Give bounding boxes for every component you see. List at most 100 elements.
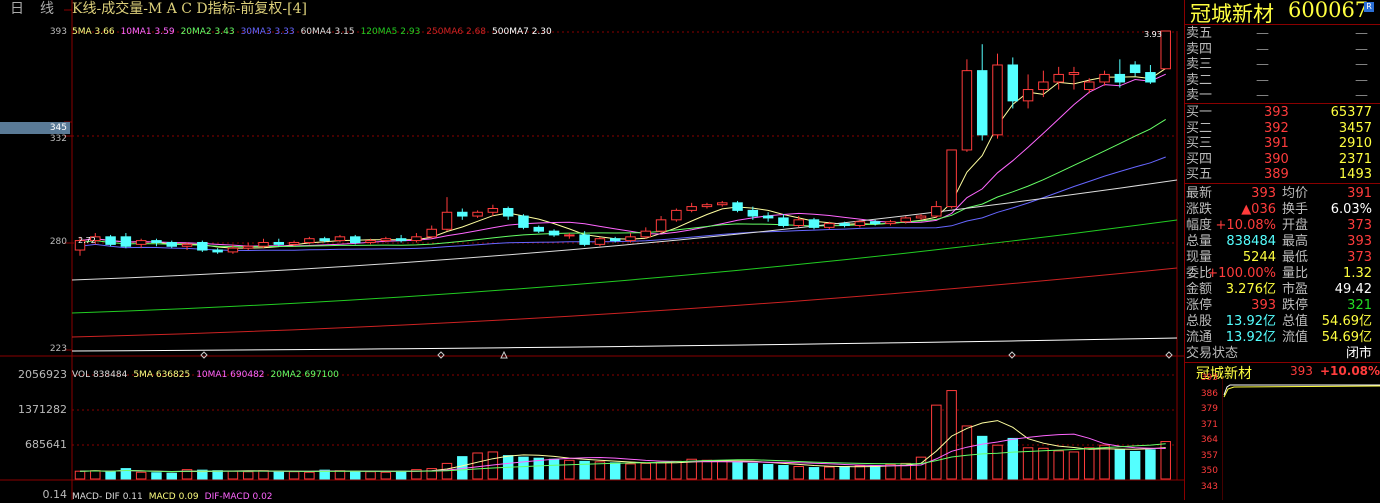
stat-row[interactable]: 总股 13.92亿 总值 54.69亿 bbox=[1184, 314, 1376, 329]
stat-label: 量比 bbox=[1282, 266, 1309, 281]
ma-legend-item: 20MA2 3.43 bbox=[180, 27, 235, 37]
stat-label: 最高 bbox=[1282, 234, 1309, 249]
stat-row[interactable]: 总量 838484 最高 393 bbox=[1184, 234, 1376, 249]
mini-axis-tick: 371 bbox=[1200, 419, 1218, 430]
candle-body bbox=[411, 236, 422, 242]
volume-bar bbox=[1007, 437, 1019, 480]
candle-body bbox=[732, 202, 743, 211]
volume-bar bbox=[732, 461, 743, 480]
mini-change: +10.08% bbox=[1320, 364, 1380, 378]
sell-label: 卖五 bbox=[1186, 26, 1213, 41]
stat-label: 流值 bbox=[1282, 330, 1309, 345]
volume-bar bbox=[885, 463, 896, 480]
high-price-label: 3.93 bbox=[1144, 30, 1162, 39]
stock-code: 600067 bbox=[1288, 0, 1369, 22]
candle-body bbox=[808, 219, 820, 228]
candle-body bbox=[472, 211, 483, 217]
period-line-tab[interactable]: 线 bbox=[40, 1, 54, 17]
volume-bar bbox=[839, 466, 850, 480]
candle-body bbox=[1160, 30, 1171, 70]
volume-bar bbox=[548, 458, 560, 480]
stat-row[interactable]: 最新 393 均价 391 bbox=[1184, 186, 1376, 201]
candle-body bbox=[151, 240, 162, 243]
volume-legend-item: 5MA 636825 bbox=[133, 370, 191, 380]
candle-body bbox=[992, 64, 1003, 136]
mini-price: 393 bbox=[1290, 364, 1313, 378]
stat-row[interactable]: 金额 3.276亿 市盈 49.42 bbox=[1184, 282, 1376, 297]
volume-bar bbox=[1038, 447, 1049, 480]
current-price-marker bbox=[0, 122, 70, 134]
volume-bar bbox=[533, 457, 544, 480]
volume-bar bbox=[609, 462, 621, 480]
kline-chart[interactable] bbox=[0, 0, 1184, 500]
volume-bar bbox=[762, 463, 774, 480]
candle-body bbox=[885, 221, 896, 225]
macd-legend-item: DIF-MACD 0.02 bbox=[204, 492, 273, 502]
buy-order-row[interactable]: 买五 389 1493 bbox=[1184, 167, 1376, 182]
stat-row[interactable]: 委比 +100.00% 量比 1.32 bbox=[1184, 266, 1376, 281]
volume-bar bbox=[242, 471, 254, 480]
volume-bar bbox=[518, 456, 529, 480]
buy-label: 买四 bbox=[1186, 151, 1213, 167]
mini-axis-tick: 364 bbox=[1200, 435, 1218, 445]
event-marker bbox=[1008, 351, 1016, 359]
volume-bar bbox=[717, 460, 728, 480]
sell-order-row[interactable]: 卖三 — — bbox=[1184, 57, 1376, 72]
candle-body bbox=[1068, 72, 1080, 75]
sell-price: — bbox=[1256, 26, 1269, 41]
stat-value: 373 bbox=[1347, 218, 1372, 233]
volume-bar bbox=[120, 468, 132, 480]
buy-volume: 65377 bbox=[1330, 105, 1372, 120]
volume-bar bbox=[1053, 450, 1064, 480]
ma-line bbox=[79, 156, 1166, 252]
buy-order-row[interactable]: 买一 393 65377 bbox=[1184, 105, 1376, 120]
stat-value: 6.03% bbox=[1330, 202, 1372, 217]
buy-order-row[interactable]: 买三 391 2910 bbox=[1184, 136, 1376, 151]
candle-body bbox=[181, 243, 193, 247]
sell-order-row[interactable]: 卖五 — — bbox=[1184, 26, 1376, 41]
ma-legend-item: 5MA 3.66 bbox=[72, 27, 115, 37]
stat-row[interactable]: 涨停 393 跌停 321 bbox=[1184, 298, 1376, 313]
buy-label: 买一 bbox=[1186, 105, 1213, 120]
price-axis-mid1: 345 bbox=[49, 123, 67, 133]
ma-line bbox=[79, 73, 1166, 247]
stat-row[interactable]: 幅度 +10.08% 开盘 373 bbox=[1184, 218, 1376, 233]
buy-volume: 2910 bbox=[1338, 136, 1372, 151]
mini-intraday-chart[interactable]: 冠城新材 393 +10.08% 393 386 379 371 364 357 350 34… bbox=[1184, 363, 1380, 500]
mini-axis-tick: 379 bbox=[1200, 404, 1218, 414]
stat-value: 393 bbox=[1251, 186, 1276, 201]
candle-body bbox=[533, 226, 544, 232]
divider bbox=[1184, 183, 1380, 184]
volume-bar bbox=[1145, 449, 1156, 480]
volume-bar bbox=[105, 471, 116, 480]
ma-line bbox=[71, 267, 1178, 338]
sell-order-row[interactable]: 卖二 — — bbox=[1184, 73, 1376, 88]
price-axis-low: 280 bbox=[49, 237, 67, 247]
volume-axis-1: 2056923 bbox=[18, 368, 67, 381]
stat-value: 838484 bbox=[1226, 234, 1276, 249]
candle-body bbox=[1038, 81, 1049, 91]
sell-order-row[interactable]: 卖一 — — bbox=[1184, 88, 1376, 103]
buy-order-row[interactable]: 买四 390 2371 bbox=[1184, 152, 1376, 167]
stat-value: 13.92亿 bbox=[1225, 314, 1276, 329]
candlestick-series bbox=[74, 30, 1171, 256]
sell-order-row[interactable]: 卖四 — — bbox=[1184, 42, 1376, 57]
volume-bar bbox=[1068, 451, 1080, 480]
volume-ma-line bbox=[79, 443, 1166, 473]
period-day-tab[interactable]: 日 bbox=[10, 1, 24, 17]
candle-body bbox=[242, 245, 254, 249]
stat-row[interactable]: 现量 5244 最低 373 bbox=[1184, 250, 1376, 265]
candle-body bbox=[548, 230, 560, 236]
buy-order-row[interactable]: 买二 392 3457 bbox=[1184, 121, 1376, 136]
stat-label: 开盘 bbox=[1282, 218, 1309, 233]
stat-row[interactable]: 涨跌 ▲036 换手 6.03% bbox=[1184, 202, 1376, 217]
buy-price: 391 bbox=[1264, 136, 1289, 151]
volume-legend: VOL 838484 5MA 636825 10MA1 690482 20MA2 69… bbox=[72, 362, 345, 381]
buy-volume: 3457 bbox=[1338, 120, 1372, 136]
candle-body bbox=[931, 206, 942, 217]
volume-bar bbox=[273, 470, 285, 480]
stat-row[interactable]: 流通 13.92亿 流值 54.69亿 bbox=[1184, 330, 1376, 345]
volume-bar bbox=[258, 470, 269, 480]
ma-legend-item: 250MA6 2.68 bbox=[426, 27, 487, 37]
candle-body bbox=[105, 236, 116, 245]
